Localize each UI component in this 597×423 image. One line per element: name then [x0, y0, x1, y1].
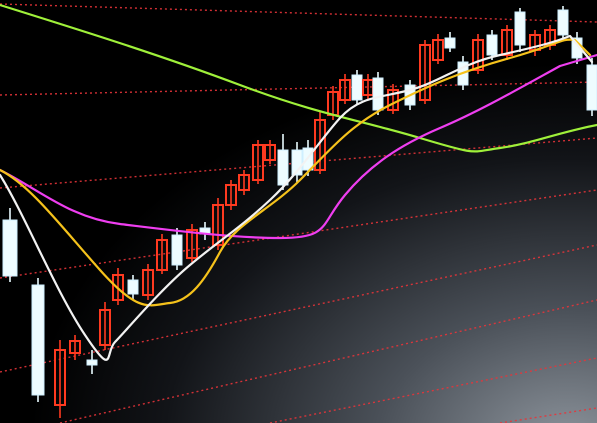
candle	[486, 34, 498, 56]
candle	[514, 11, 526, 46]
candle	[171, 234, 183, 266]
moving-averages	[0, 3, 597, 361]
candle	[264, 144, 276, 161]
candle	[314, 119, 326, 171]
candle	[112, 274, 124, 301]
candle	[2, 219, 18, 277]
candle	[127, 279, 139, 295]
magenta-line	[0, 53, 597, 240]
candles	[2, 6, 597, 418]
yellow-line	[0, 38, 592, 307]
candle	[586, 64, 597, 111]
candle	[501, 29, 513, 56]
white-line	[0, 34, 594, 361]
grid-line	[0, 189, 597, 279]
grid-line	[269, 357, 597, 423]
candle	[156, 239, 168, 271]
green-line	[0, 3, 597, 153]
candle	[252, 144, 264, 181]
candle	[277, 149, 289, 186]
grid-lines	[0, 3, 597, 423]
candle	[419, 44, 431, 101]
candle	[212, 204, 224, 246]
candle	[472, 39, 484, 71]
candle	[444, 37, 456, 49]
candle	[31, 284, 45, 396]
candle	[86, 359, 98, 366]
candle	[69, 340, 81, 354]
candle	[238, 174, 250, 191]
candle	[54, 349, 66, 406]
candle	[432, 39, 444, 61]
grid-line	[499, 407, 597, 423]
grid-line	[59, 299, 597, 423]
candle	[225, 184, 237, 206]
candle	[339, 79, 351, 101]
candle	[372, 77, 384, 111]
candle	[351, 74, 363, 101]
candle	[186, 229, 198, 259]
candle	[142, 269, 154, 296]
grid-line	[0, 244, 597, 373]
candle	[99, 309, 111, 346]
candle	[557, 9, 569, 36]
candle	[291, 149, 303, 176]
